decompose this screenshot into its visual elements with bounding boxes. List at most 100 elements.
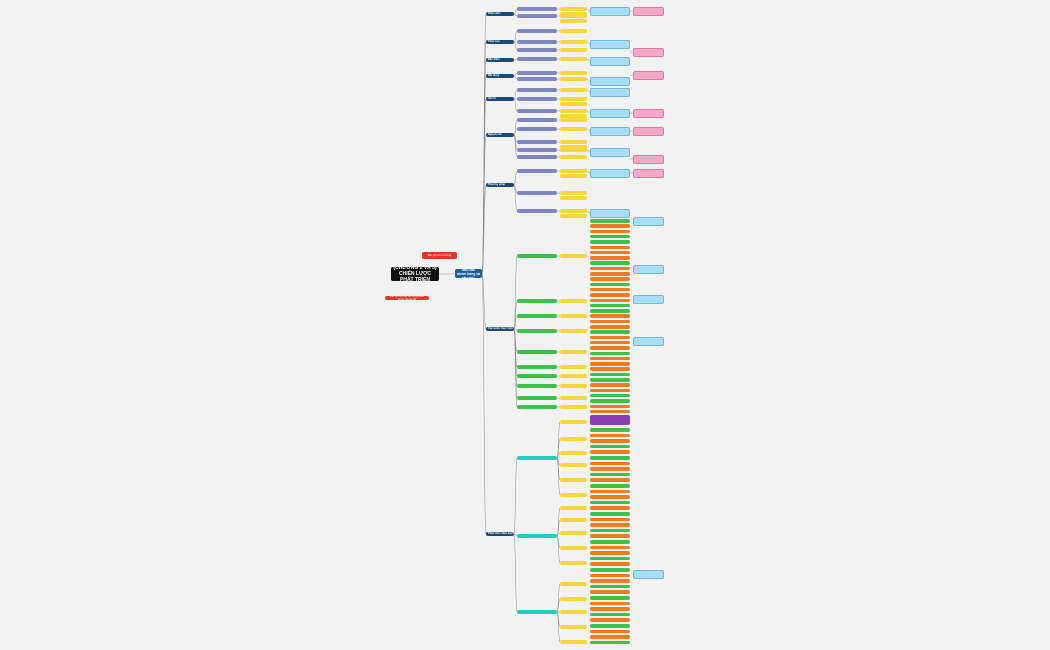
sub-node[interactable]	[517, 365, 557, 369]
leaf-item[interactable]	[590, 624, 630, 628]
leaf-item[interactable]	[590, 556, 630, 561]
sub-node[interactable]	[517, 209, 557, 213]
leaf-node[interactable]	[560, 463, 587, 467]
branch-3[interactable]: Đặc điểm	[486, 58, 514, 62]
leaf-node[interactable]	[560, 71, 587, 75]
leaf-node[interactable]	[560, 196, 587, 200]
branch-2[interactable]: Phân loại	[486, 40, 514, 44]
leaf-node[interactable]	[560, 597, 587, 601]
leaf-node[interactable]	[560, 546, 587, 550]
sub-node[interactable]	[517, 155, 557, 159]
sub-node[interactable]	[517, 396, 557, 400]
leaf-node[interactable]	[560, 531, 587, 535]
sub-node[interactable]	[517, 534, 557, 538]
leaf-node[interactable]	[560, 625, 587, 629]
highlight-node[interactable]	[590, 415, 630, 425]
sub-node[interactable]	[517, 57, 557, 61]
leaf-item[interactable]	[590, 439, 630, 443]
sub-node[interactable]	[517, 118, 557, 122]
leaf-item[interactable]	[590, 478, 630, 482]
leaf-item[interactable]	[590, 245, 630, 249]
leaf-item[interactable]	[590, 282, 630, 287]
leaf-item[interactable]	[590, 250, 630, 255]
leaf-item[interactable]	[590, 635, 630, 639]
note-box[interactable]	[633, 7, 664, 16]
sub-node[interactable]	[517, 14, 557, 18]
leaf-node[interactable]	[560, 374, 587, 378]
leaf-node[interactable]	[560, 48, 587, 52]
leaf-node[interactable]	[560, 191, 587, 195]
leaf-node[interactable]	[560, 19, 587, 23]
leaf-item[interactable]	[590, 629, 630, 634]
leaf-item[interactable]	[590, 351, 630, 355]
leaf-item[interactable]	[590, 517, 630, 522]
note-box[interactable]	[590, 109, 630, 118]
note-box[interactable]	[633, 217, 664, 226]
branch-4[interactable]: Nội dung	[486, 74, 514, 78]
leaf-item[interactable]	[590, 461, 630, 466]
leaf-item[interactable]	[590, 319, 630, 324]
sub-node[interactable]	[517, 329, 557, 333]
leaf-node[interactable]	[560, 254, 587, 258]
leaf-node[interactable]	[560, 155, 587, 159]
note-box[interactable]	[633, 295, 664, 304]
leaf-item[interactable]	[590, 346, 630, 350]
leaf-node[interactable]	[560, 97, 587, 101]
leaf-item[interactable]	[590, 367, 630, 371]
leaf-item[interactable]	[590, 272, 630, 276]
leaf-item[interactable]	[590, 287, 630, 292]
leaf-node[interactable]	[560, 384, 587, 388]
leaf-item[interactable]	[590, 596, 630, 600]
note-box[interactable]	[590, 7, 630, 16]
branch-1[interactable]: Khái niệm	[486, 12, 514, 16]
sub-node[interactable]	[517, 374, 557, 378]
leaf-node[interactable]	[560, 451, 587, 455]
leaf-item[interactable]	[590, 467, 630, 471]
leaf-item[interactable]	[590, 409, 630, 414]
sub-node[interactable]	[517, 169, 557, 173]
leaf-item[interactable]	[590, 256, 630, 260]
leaf-item[interactable]	[590, 640, 630, 645]
sub-node[interactable]	[517, 71, 557, 75]
branch-6[interactable]: Nguyên tắc	[486, 133, 514, 137]
note-box[interactable]	[633, 155, 664, 164]
leaf-item[interactable]	[590, 335, 630, 340]
leaf-item[interactable]	[590, 528, 630, 533]
sub-node[interactable]	[517, 127, 557, 131]
leaf-node[interactable]	[560, 214, 587, 218]
leaf-item[interactable]	[590, 573, 630, 578]
leaf-item[interactable]	[590, 266, 630, 271]
sub-node[interactable]	[517, 40, 557, 44]
leaf-node[interactable]	[560, 365, 587, 369]
sub-node[interactable]	[517, 299, 557, 303]
note-box[interactable]	[590, 40, 630, 49]
leaf-item[interactable]	[590, 298, 630, 302]
sub-node[interactable]	[517, 97, 557, 101]
leaf-node[interactable]	[560, 640, 587, 644]
side-note-2[interactable]: Các ghi chú về nội dung quan trọng của s…	[385, 296, 429, 300]
leaf-node[interactable]	[560, 209, 587, 213]
leaf-item[interactable]	[590, 450, 630, 454]
sub-node[interactable]	[517, 314, 557, 318]
leaf-node[interactable]	[560, 420, 587, 424]
leaf-item[interactable]	[590, 325, 630, 329]
leaf-item[interactable]	[590, 404, 630, 408]
side-note-1[interactable]: Bản ghi chú chương	[422, 252, 457, 259]
leaf-item[interactable]	[590, 378, 630, 382]
leaf-node[interactable]	[560, 7, 587, 11]
leaf-node[interactable]	[560, 169, 587, 173]
leaf-node[interactable]	[560, 174, 587, 178]
leaf-item[interactable]	[590, 534, 630, 538]
center-node[interactable]: Nêu các nhóm hàng và cấu trúc	[455, 269, 482, 278]
leaf-item[interactable]	[590, 456, 630, 460]
leaf-item[interactable]	[590, 579, 630, 583]
leaf-item[interactable]	[590, 330, 630, 334]
leaf-item[interactable]	[590, 356, 630, 361]
leaf-item[interactable]	[590, 584, 630, 589]
note-box[interactable]	[590, 77, 630, 86]
leaf-item[interactable]	[590, 607, 630, 611]
leaf-node[interactable]	[560, 109, 587, 113]
note-box[interactable]	[590, 88, 630, 97]
sub-node[interactable]	[517, 384, 557, 388]
sub-node[interactable]	[517, 610, 557, 614]
